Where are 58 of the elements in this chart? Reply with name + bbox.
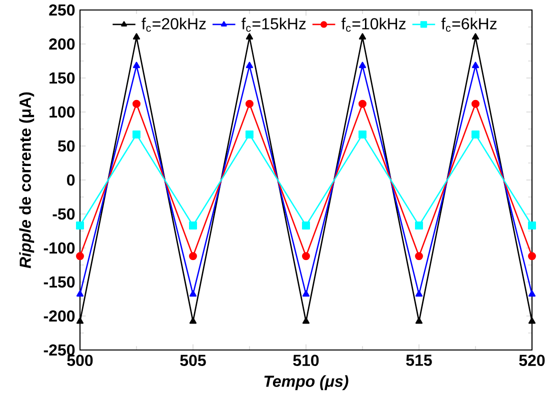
y-tick-label: -200 (44, 310, 75, 322)
x-tick-label: 505 (180, 354, 206, 366)
point (414, 252, 423, 260)
point (302, 222, 310, 230)
point (188, 252, 197, 260)
point (358, 62, 366, 68)
point (302, 317, 310, 324)
legend-label: f$_{c}$=6kHz (441, 18, 497, 32)
y-tick-label: 100 (50, 106, 75, 118)
y-tick-label: 250 (49, 4, 75, 16)
x-axis-title: Tempo (μs) (264, 375, 348, 390)
point (132, 33, 140, 40)
point (415, 290, 423, 297)
y-tick-label: -250 (44, 344, 75, 356)
y-tick-label: 50 (58, 140, 75, 152)
y-tick-label: 200 (49, 38, 75, 50)
point (302, 290, 310, 297)
point (245, 100, 254, 108)
point (189, 290, 197, 297)
y-tick-label: 0 (67, 174, 75, 186)
point (471, 100, 480, 108)
point (302, 252, 310, 260)
point (528, 317, 536, 324)
x-tick-label: 520 (519, 354, 545, 366)
point (76, 252, 84, 260)
point (528, 222, 536, 230)
point (414, 222, 423, 230)
point (246, 62, 254, 68)
legend-label: f$_{c}$=20kHz (142, 18, 206, 32)
point (189, 317, 197, 324)
point (132, 62, 140, 68)
point (472, 33, 480, 40)
x-tick-label: 500 (67, 354, 93, 366)
point (76, 222, 84, 230)
point (471, 130, 480, 138)
point (358, 33, 366, 40)
point (528, 252, 536, 260)
point (132, 100, 141, 108)
y-tick-label: -150 (44, 276, 75, 288)
point (358, 130, 366, 138)
point (528, 290, 536, 297)
legend-label: f$_{c}$=15kHz (242, 18, 306, 32)
point (415, 317, 423, 324)
point (132, 130, 141, 138)
point (358, 100, 366, 108)
x-tick-label: 510 (293, 354, 319, 366)
x-tick-label: 515 (406, 354, 432, 366)
point (245, 130, 254, 138)
point (246, 33, 254, 40)
point (472, 62, 480, 68)
point (76, 290, 84, 297)
y-tick-label: -50 (52, 208, 75, 220)
y-axis-title: Ripple de corrente (μA) (19, 92, 34, 268)
point (76, 317, 84, 324)
y-tick-label: -100 (44, 242, 75, 254)
point (188, 222, 197, 230)
legend-label: f$_{c}$=10kHz (341, 18, 406, 32)
y-tick-label: 150 (50, 72, 75, 84)
